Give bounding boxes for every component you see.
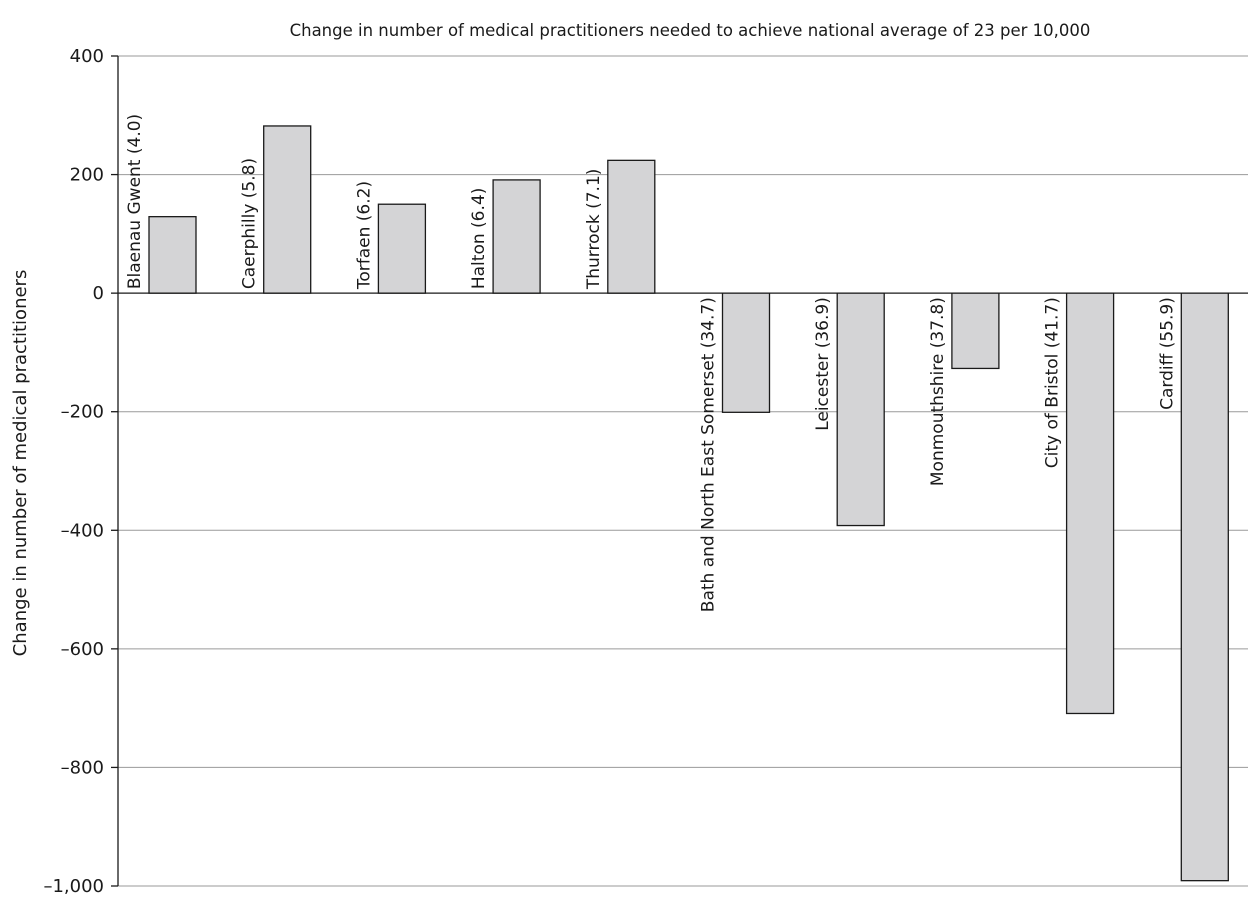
y-tick-label: 400	[70, 46, 104, 67]
bar	[377, 203, 427, 294]
bar	[492, 179, 541, 294]
y-axis: 400 200 0 –200 –400 –600 –800 –1,000	[43, 46, 119, 897]
bar	[1180, 292, 1229, 882]
y-tick-label: 200	[70, 165, 104, 186]
category-label: Caerphilly (5.8)	[240, 158, 260, 289]
bar	[1065, 292, 1115, 715]
y-tick-label: –400	[61, 520, 104, 541]
bar	[836, 292, 885, 527]
y-axis-label: Change in number of medical practitioner…	[10, 270, 31, 657]
bar	[148, 216, 197, 294]
y-tick-label: –200	[61, 402, 104, 423]
bar	[607, 159, 656, 294]
y-tick-label: 0	[93, 283, 104, 304]
category-label: Cardiff (55.9)	[1157, 297, 1177, 410]
category-label: Monmouthshire (37.8)	[928, 297, 948, 486]
category-label: Thurrock (7.1)	[584, 169, 604, 291]
bar-labels: Blaenau Gwent (4.0) Caerphilly (5.8) Torfa…	[125, 114, 1177, 612]
category-label: Bath and North East Somerset (34.7)	[699, 297, 719, 612]
y-tick-label: –800	[61, 757, 104, 778]
bar	[263, 125, 312, 294]
category-label: Blaenau Gwent (4.0)	[125, 114, 145, 289]
category-label: City of Bristol (41.7)	[1043, 297, 1063, 468]
category-label: Halton (6.4)	[469, 188, 489, 289]
bar	[721, 292, 771, 413]
bar	[951, 292, 1000, 370]
y-tick-label: –1,000	[43, 876, 104, 897]
bars	[148, 125, 1229, 882]
category-label: Torfaen (6.2)	[354, 181, 374, 290]
y-tick-label: –600	[61, 639, 104, 660]
chart-title: Change in number of medical practitioner…	[290, 21, 1091, 40]
category-label: Leicester (36.9)	[813, 297, 833, 431]
